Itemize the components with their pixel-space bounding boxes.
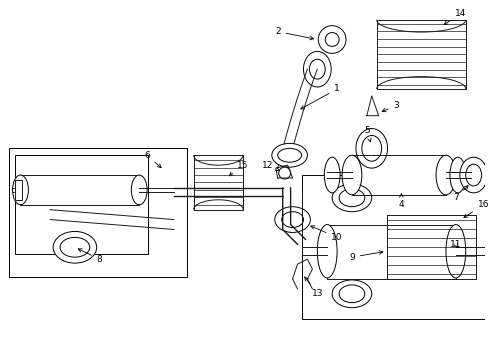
Ellipse shape [342,155,361,195]
Polygon shape [376,20,465,89]
Text: 4: 4 [398,194,404,209]
Ellipse shape [331,280,371,308]
Text: 7: 7 [452,186,467,202]
Ellipse shape [303,51,330,87]
Ellipse shape [131,175,147,205]
Text: 6: 6 [144,151,161,168]
Text: 1: 1 [300,85,339,109]
Circle shape [325,32,338,46]
Ellipse shape [324,157,339,193]
Bar [302,175,488,319]
Text: 2: 2 [274,27,313,40]
Ellipse shape [274,207,310,233]
Text: 9: 9 [348,251,382,262]
Ellipse shape [60,237,90,257]
Ellipse shape [361,135,381,161]
Ellipse shape [281,212,303,228]
Bar [15,155,148,254]
Ellipse shape [331,184,371,212]
Polygon shape [386,215,475,279]
Ellipse shape [13,175,28,205]
Polygon shape [193,155,243,210]
Ellipse shape [459,157,487,193]
Ellipse shape [309,59,325,79]
Ellipse shape [338,189,364,207]
Text: 10: 10 [310,226,342,242]
Circle shape [278,167,290,179]
Ellipse shape [53,231,97,263]
Text: 12: 12 [262,161,279,171]
Ellipse shape [271,143,307,167]
Text: 8: 8 [78,249,102,264]
Text: 11: 11 [449,240,461,249]
Text: 13: 13 [304,277,323,298]
Ellipse shape [465,164,481,186]
Text: 3: 3 [381,101,399,112]
Ellipse shape [449,157,465,193]
Polygon shape [351,155,445,195]
Ellipse shape [435,155,455,195]
Ellipse shape [338,285,364,303]
Polygon shape [15,180,22,200]
Bar [9,148,186,277]
Text: 5: 5 [363,126,370,142]
Polygon shape [20,175,139,205]
Text: 14: 14 [443,9,466,24]
Circle shape [318,26,346,53]
Ellipse shape [355,129,387,168]
Ellipse shape [317,225,336,278]
Ellipse shape [445,225,465,278]
Ellipse shape [277,148,301,162]
Polygon shape [366,96,378,116]
Text: 16: 16 [463,200,488,217]
Text: 15: 15 [229,161,248,176]
Polygon shape [326,225,455,279]
